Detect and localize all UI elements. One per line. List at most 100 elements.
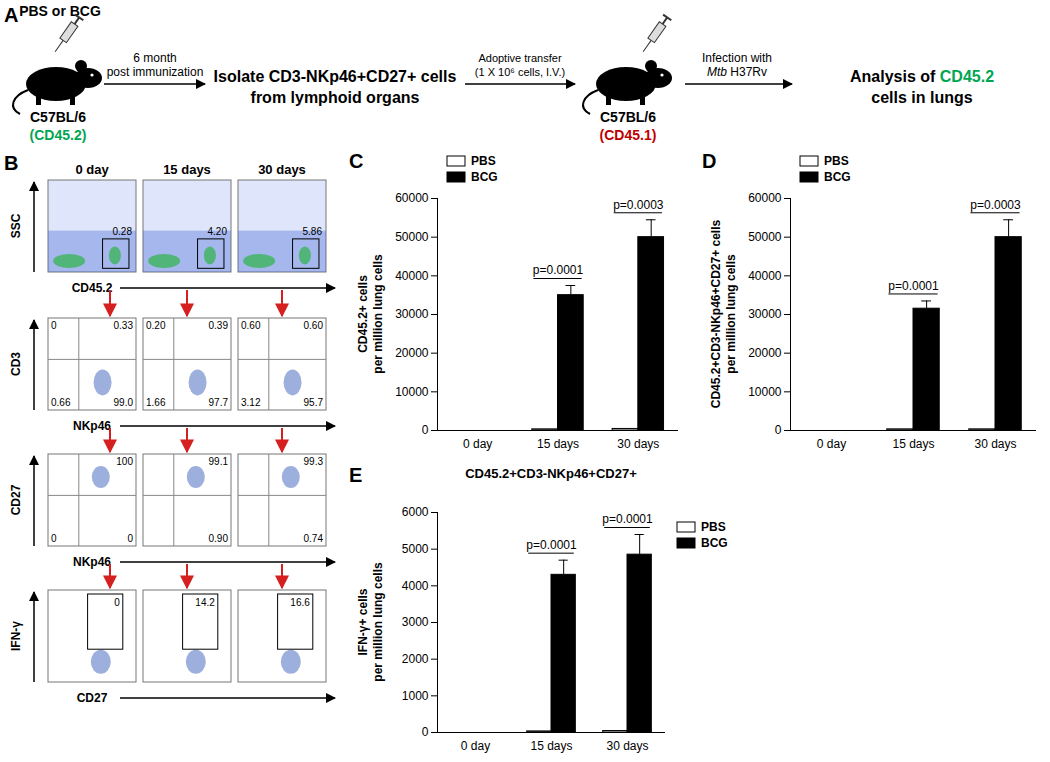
svg-text:E: E	[349, 464, 362, 486]
svg-text:0.74: 0.74	[304, 533, 324, 544]
svg-text:0 day: 0 day	[75, 162, 109, 177]
svg-text:NKp46: NKp46	[73, 419, 111, 433]
svg-text:Mtb H37Rv: Mtb H37Rv	[707, 65, 767, 79]
svg-text:30000: 30000	[395, 307, 429, 321]
svg-text:0.60: 0.60	[241, 320, 261, 331]
svg-text:15 days: 15 days	[530, 739, 572, 753]
svg-text:0 day: 0 day	[817, 437, 846, 451]
svg-text:NKp46: NKp46	[73, 555, 111, 569]
svg-text:CD27: CD27	[9, 484, 23, 515]
svg-text:IFN-γ+ cells: IFN-γ+ cells	[356, 588, 370, 655]
svg-text:40000: 40000	[395, 269, 429, 283]
svg-text:p=0.0003: p=0.0003	[613, 198, 664, 212]
svg-text:B: B	[4, 152, 18, 174]
svg-text:30 days: 30 days	[974, 437, 1016, 451]
svg-text:6000: 6000	[402, 505, 429, 519]
svg-text:50000: 50000	[748, 230, 782, 244]
svg-text:CD45.2: CD45.2	[72, 281, 113, 295]
svg-text:5.86: 5.86	[303, 226, 323, 237]
svg-text:CD45.2+CD3-NKp46+CD27+: CD45.2+CD3-NKp46+CD27+	[465, 466, 637, 481]
svg-text:CD3: CD3	[9, 352, 23, 376]
svg-text:IFN-γ: IFN-γ	[9, 621, 23, 651]
svg-text:20000: 20000	[748, 346, 782, 360]
svg-text:5000: 5000	[402, 542, 429, 556]
svg-text:100: 100	[116, 456, 133, 467]
svg-text:30 days: 30 days	[617, 437, 659, 451]
svg-text:0.60: 0.60	[304, 320, 324, 331]
svg-text:60000: 60000	[748, 191, 782, 205]
svg-text:50000: 50000	[395, 230, 429, 244]
svg-text:Analysis of CD45.2: Analysis of CD45.2	[850, 68, 994, 85]
svg-text:4000: 4000	[402, 579, 429, 593]
svg-text:10000: 10000	[748, 385, 782, 399]
svg-text:PBS or BCG: PBS or BCG	[19, 3, 101, 19]
svg-text:16.6: 16.6	[290, 597, 310, 608]
svg-text:from lymphoid organs: from lymphoid organs	[251, 89, 420, 106]
svg-text:0 day: 0 day	[463, 437, 492, 451]
svg-text:1000: 1000	[402, 689, 429, 703]
svg-text:p=0.0001: p=0.0001	[526, 538, 577, 552]
svg-text:0.39: 0.39	[209, 320, 229, 331]
svg-text:p=0.0001: p=0.0001	[533, 263, 584, 277]
svg-text:per million lung cells: per million lung cells	[371, 562, 385, 682]
svg-text:30 days: 30 days	[258, 162, 306, 177]
svg-text:D: D	[702, 150, 716, 172]
svg-text:0: 0	[422, 423, 429, 437]
svg-text:Adoptive transfer: Adoptive transfer	[478, 52, 561, 64]
svg-text:(CD45.2): (CD45.2)	[30, 127, 87, 143]
svg-text:0 day: 0 day	[461, 739, 490, 753]
svg-text:per million lung cells: per million lung cells	[724, 254, 738, 374]
svg-text:99.0: 99.0	[114, 397, 134, 408]
svg-text:p=0.0001: p=0.0001	[888, 279, 939, 293]
svg-text:30000: 30000	[748, 307, 782, 321]
svg-text:C57BL/6: C57BL/6	[600, 109, 656, 125]
svg-text:60000: 60000	[395, 191, 429, 205]
svg-text:3000: 3000	[402, 615, 429, 629]
svg-text:BCG: BCG	[471, 170, 498, 184]
svg-text:6 month: 6 month	[133, 51, 176, 65]
svg-text:CD27: CD27	[77, 691, 108, 705]
svg-text:0: 0	[51, 320, 57, 331]
svg-text:4.20: 4.20	[208, 226, 228, 237]
svg-text:CD45.2+ cells: CD45.2+ cells	[356, 275, 370, 353]
svg-text:2000: 2000	[402, 652, 429, 666]
svg-text:(CD45.1): (CD45.1)	[600, 127, 657, 143]
svg-text:0.66: 0.66	[51, 397, 71, 408]
svg-text:Infection with: Infection with	[702, 51, 772, 65]
svg-text:Isolate CD3-NKp46+CD27+ cells: Isolate CD3-NKp46+CD27+ cells	[214, 68, 457, 85]
svg-text:BCG: BCG	[824, 170, 851, 184]
svg-text:0.90: 0.90	[209, 533, 229, 544]
svg-text:A: A	[4, 4, 18, 26]
svg-text:20000: 20000	[395, 346, 429, 360]
svg-text:BCG: BCG	[701, 536, 728, 550]
svg-text:1.66: 1.66	[146, 397, 166, 408]
svg-text:0.20: 0.20	[146, 320, 166, 331]
svg-text:C57BL/6: C57BL/6	[30, 109, 86, 125]
svg-text:14.2: 14.2	[195, 597, 215, 608]
svg-text:CD45.2+CD3-NKp46+CD27+ cells: CD45.2+CD3-NKp46+CD27+ cells	[709, 219, 723, 408]
svg-text:PBS: PBS	[824, 154, 849, 168]
svg-text:PBS: PBS	[471, 154, 496, 168]
svg-text:40000: 40000	[748, 269, 782, 283]
svg-text:C: C	[349, 150, 363, 172]
svg-text:0: 0	[775, 423, 782, 437]
svg-text:3.12: 3.12	[241, 397, 261, 408]
svg-text:cells in lungs: cells in lungs	[871, 89, 972, 106]
svg-text:0.33: 0.33	[114, 320, 134, 331]
svg-text:per million lung cells: per million lung cells	[371, 254, 385, 374]
svg-text:95.7: 95.7	[304, 397, 324, 408]
svg-text:10000: 10000	[395, 385, 429, 399]
svg-text:post immunization: post immunization	[107, 65, 204, 79]
svg-text:99.1: 99.1	[209, 456, 229, 467]
svg-text:0.28: 0.28	[113, 226, 133, 237]
svg-text:0: 0	[127, 533, 133, 544]
svg-text:15 days: 15 days	[163, 162, 211, 177]
svg-text:PBS: PBS	[701, 520, 726, 534]
svg-text:30 days: 30 days	[606, 739, 648, 753]
svg-text:15 days: 15 days	[537, 437, 579, 451]
svg-text:(1 X 10⁶ cells, I.V.): (1 X 10⁶ cells, I.V.)	[475, 66, 565, 78]
svg-text:99.3: 99.3	[304, 456, 324, 467]
svg-text:p=0.0001: p=0.0001	[602, 512, 653, 526]
svg-text:15 days: 15 days	[892, 437, 934, 451]
svg-text:97.7: 97.7	[209, 397, 229, 408]
